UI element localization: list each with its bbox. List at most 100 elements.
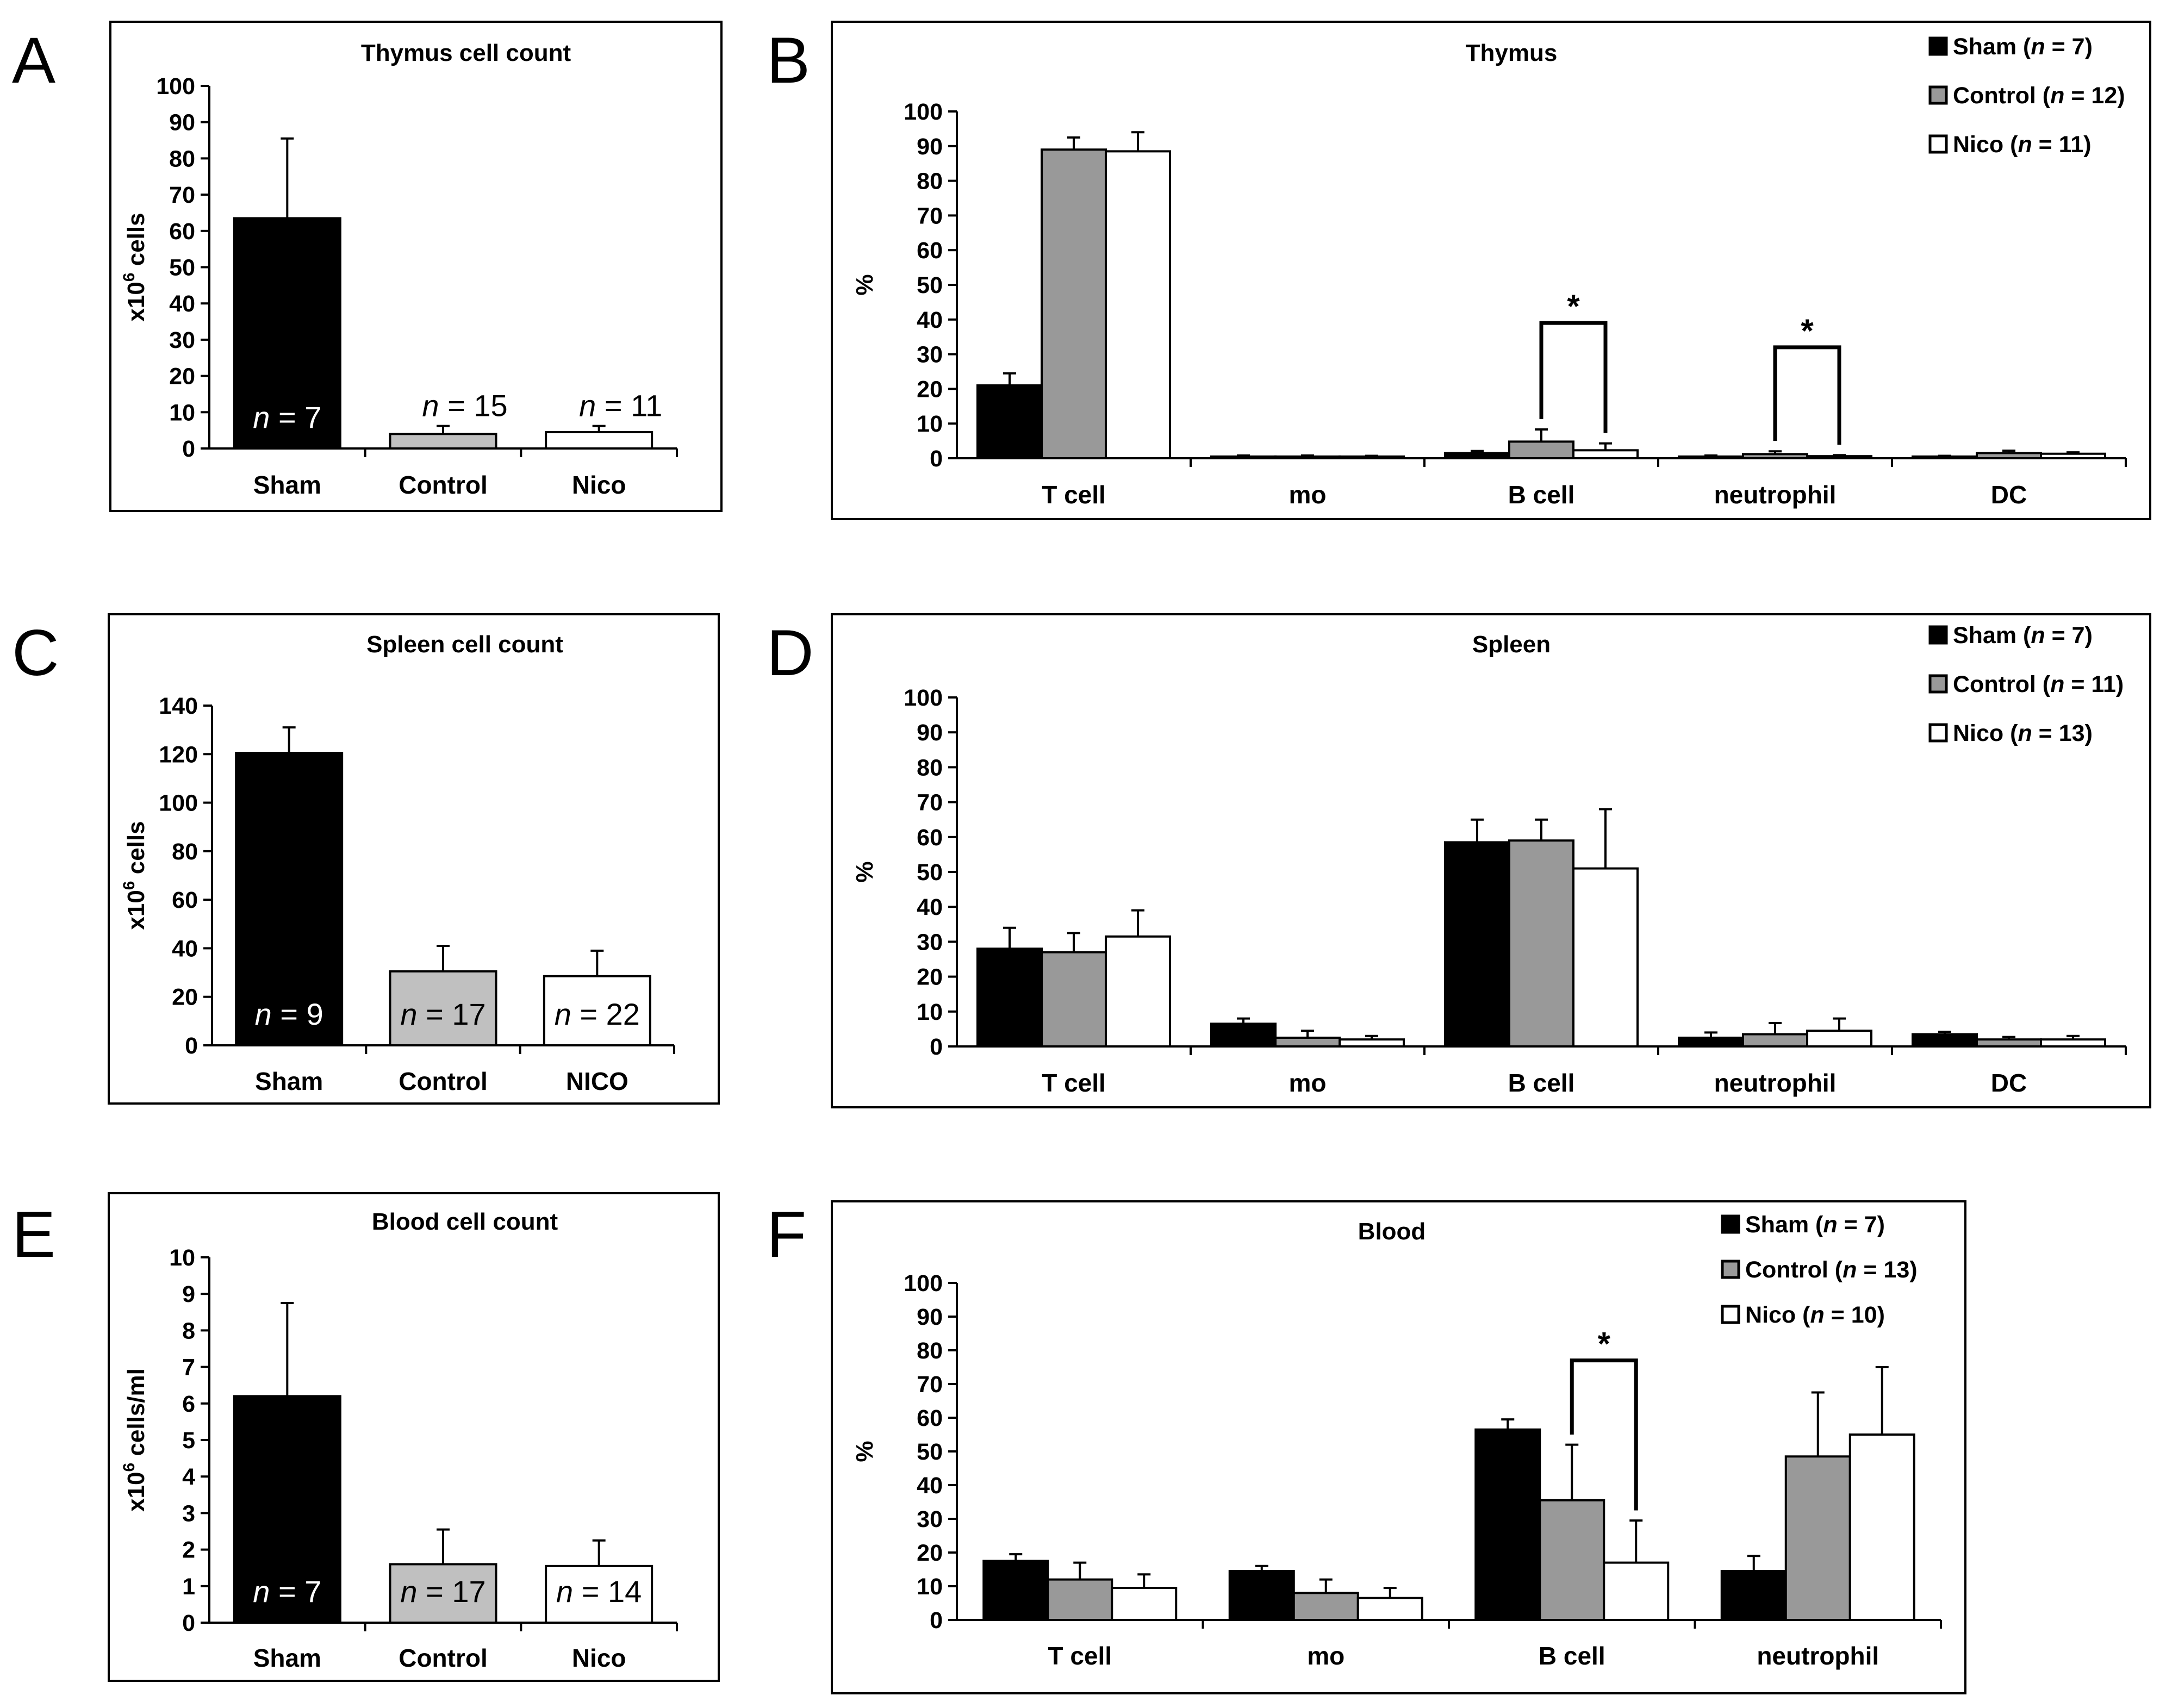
legend-n-symbol: n [2031, 622, 2045, 649]
y-tick-label: 10 [169, 1245, 195, 1271]
y-label-exponent: 6 [120, 881, 138, 890]
y-tick-label: 100 [904, 685, 943, 711]
bar-neutrophil-sham [1678, 1036, 1744, 1048]
bar-dc-nico [2040, 452, 2106, 459]
y-tick-label: 10 [169, 400, 195, 426]
category-label-t-cell: T cell [1042, 1069, 1106, 1097]
category-label-mo: mo [1289, 481, 1327, 509]
legend-n-symbol: n [1843, 1257, 1857, 1283]
bar-mo-nico [1356, 1597, 1423, 1621]
n-symbol: n [400, 1574, 417, 1609]
bar-sham [233, 217, 341, 450]
panel-label-c: C [12, 616, 59, 689]
y-tick-label: 6 [182, 1391, 195, 1417]
y-tick-label: 10 [917, 1574, 943, 1600]
y-tick-label: 3 [182, 1500, 195, 1526]
bar-t-cell-nico [1111, 1587, 1178, 1622]
panel-frame [831, 613, 2151, 1108]
n-symbol: n [579, 389, 596, 423]
legend-series-name: Nico ( [1953, 132, 2018, 158]
n-symbol: n [255, 997, 272, 1031]
legend-series-name: Sham ( [1953, 622, 2031, 649]
y-tick-label: 1 [182, 1574, 195, 1600]
y-tick-label: 10 [917, 411, 943, 437]
bar-mo-nico [1339, 1038, 1405, 1048]
bar-mo-control [1292, 1592, 1359, 1621]
y-axis-label: % [851, 1441, 878, 1462]
bar-dc-sham [1912, 1033, 1978, 1048]
legend-n-symbol: n [2031, 34, 2045, 60]
y-tick-label: 90 [917, 720, 943, 746]
legend-n-value: = 10) [1825, 1302, 1885, 1328]
legend-swatch-nico [1928, 134, 1948, 154]
y-tick-label: 30 [917, 929, 943, 955]
y-axis-label: x106 cells [120, 821, 150, 930]
y-tick-label: 30 [917, 342, 943, 368]
bar-dc-sham [1912, 455, 1978, 459]
bar-b-cell-control [1508, 839, 1574, 1048]
legend-series-name: Control ( [1745, 1257, 1843, 1283]
bar-t-cell-sham [976, 384, 1043, 460]
legend-n-value: = 13) [1857, 1257, 1917, 1283]
legend-n-value: = 11) [2032, 132, 2092, 158]
legend-series-name: Nico ( [1745, 1302, 1810, 1328]
category-label-t-cell: T cell [1048, 1642, 1112, 1670]
y-tick-label: 4 [182, 1464, 195, 1490]
bar-b-cell-nico [1572, 449, 1639, 459]
y-tick-label: 0 [930, 446, 943, 472]
chart-title: Spleen cell count [366, 631, 563, 658]
significance-star-neutrophil: * [1801, 313, 1814, 349]
significance-bracket-b-cell [1539, 321, 1608, 433]
bar-t-cell-control [1047, 1578, 1113, 1622]
category-label-control: Control [399, 471, 488, 499]
y-tick-label: 0 [182, 436, 195, 462]
bar-b-cell-control [1508, 440, 1574, 459]
y-tick-label: 20 [917, 1540, 943, 1566]
y-tick-label: 40 [172, 936, 198, 962]
category-label-mo: mo [1289, 1069, 1327, 1097]
n-value: = 17 [418, 1574, 486, 1609]
bar-control [389, 1563, 497, 1624]
bar-mo-sham [1210, 1023, 1277, 1048]
y-tick-label: 40 [917, 894, 943, 920]
y-tick-label: 10 [917, 999, 943, 1025]
legend-swatch-control [1721, 1260, 1740, 1279]
y-tick-label: 80 [172, 839, 198, 865]
y-axis-label: x106 cells [120, 213, 150, 321]
y-tick-label: 120 [159, 741, 198, 768]
bar-t-cell-sham [976, 947, 1043, 1048]
n-value: = 7 [270, 1574, 321, 1609]
bar-t-cell-control [1041, 951, 1107, 1048]
n-symbol: n [556, 1574, 573, 1609]
y-tick-label: 80 [917, 1338, 943, 1364]
bar-nico [545, 1564, 653, 1624]
bar-neutrophil-nico [1848, 1433, 1915, 1621]
category-label-b-cell: B cell [1508, 481, 1575, 509]
chart-title: Blood cell count [372, 1208, 558, 1235]
bar-b-cell-nico [1603, 1561, 1670, 1622]
legend-label-sham: Sham (n = 7) [1953, 622, 2093, 649]
n-value: = 7 [270, 400, 321, 434]
bar-mo-control [1274, 455, 1341, 459]
y-tick-label: 50 [917, 859, 943, 886]
bar-sham [233, 1395, 341, 1624]
y-tick-label: 20 [172, 984, 198, 1011]
y-tick-label: 90 [917, 1304, 943, 1330]
legend-swatch-control [1928, 85, 1948, 105]
n-value: = 9 [272, 997, 323, 1031]
legend-series-name: Control ( [1953, 671, 2051, 697]
y-tick-label: 50 [917, 272, 943, 298]
category-label-dc: DC [1991, 481, 2027, 509]
y-tick-label: 70 [917, 790, 943, 816]
y-tick-label: 80 [917, 755, 943, 781]
n-label-control: n = 15 [422, 389, 507, 423]
legend-swatch-control [1928, 674, 1948, 694]
y-label-base: x10 [123, 890, 150, 930]
category-label-control: Control [399, 1067, 488, 1095]
y-tick-label: 60 [169, 219, 195, 245]
category-label-sham: Sham [253, 471, 321, 499]
legend-series-name: Sham ( [1745, 1212, 1823, 1238]
n-symbol: n [400, 997, 417, 1031]
bar-b-cell-sham [1444, 452, 1510, 459]
